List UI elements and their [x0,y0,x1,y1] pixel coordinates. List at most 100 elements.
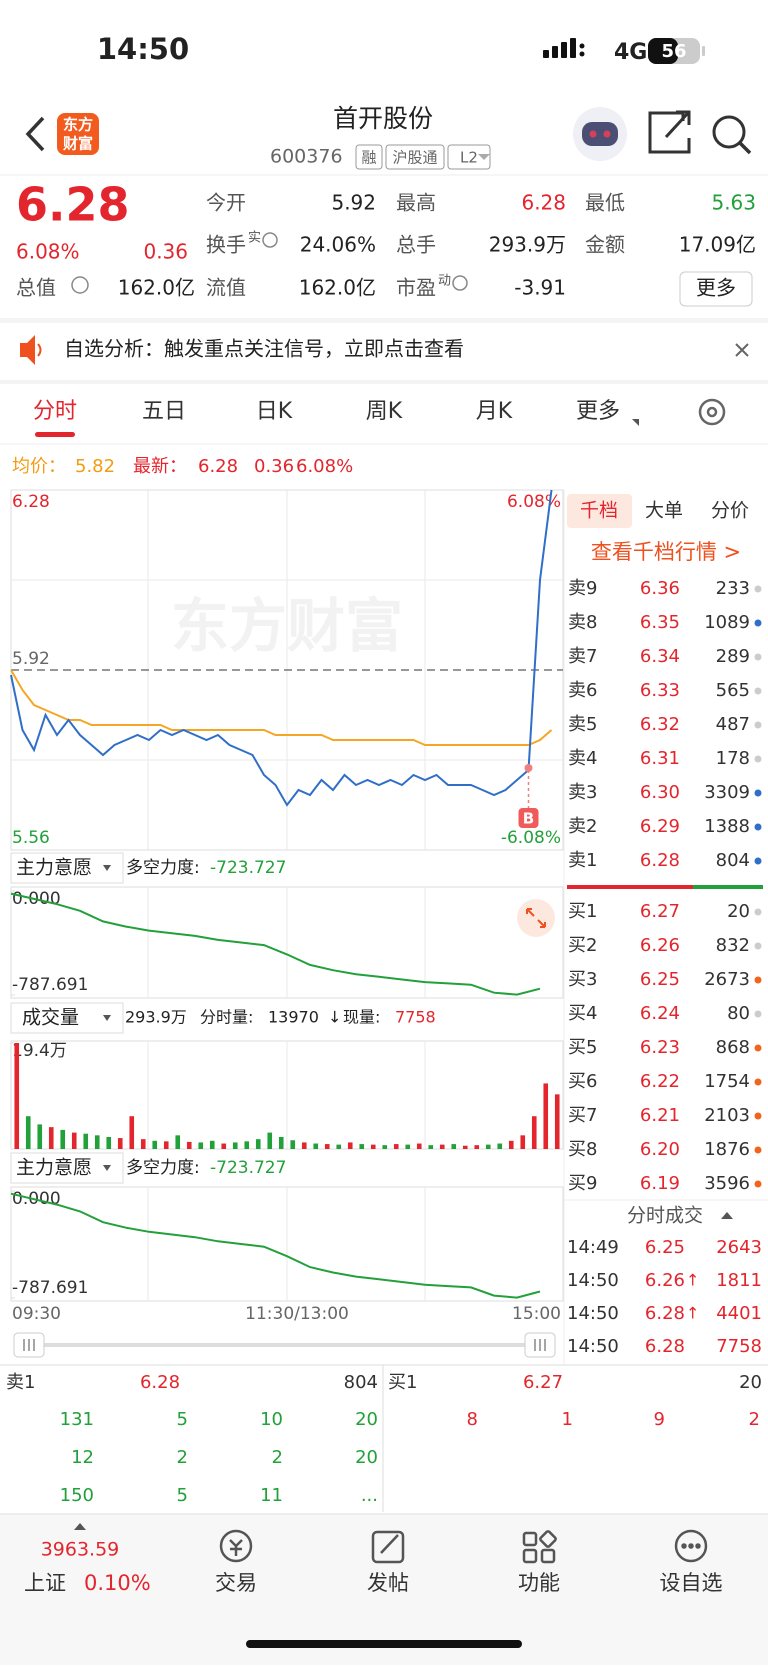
volume-bar [382,1145,388,1149]
metric-value: -723.727 [210,858,286,878]
marker-label: B [523,810,534,828]
selector[interactable] [10,1152,124,1184]
share-button[interactable] [648,110,691,154]
order-size: 10 [260,1409,283,1430]
indicator-line [10,1192,541,1299]
order-size: 20 [355,1447,378,1468]
field-value: 162.0亿 [299,276,376,300]
volume-bar [244,1141,250,1149]
level-volume: 1089 [704,612,750,633]
info-icon[interactable] [71,276,89,294]
volume-bar [94,1135,100,1149]
selector[interactable] [10,1002,124,1034]
book-tab[interactable]: 分价 [711,500,749,522]
volume-bar [129,1116,135,1149]
search-button[interactable] [712,115,752,155]
level-volume: 2103 [704,1105,750,1126]
book-tab-active[interactable] [567,494,632,528]
tab[interactable]: 更多 [576,399,620,424]
level-price: 6.19 [640,1173,680,1194]
more-button-text[interactable]: 更多 [696,276,736,300]
volume-bar [209,1140,215,1149]
level-name: 卖7 [568,646,597,667]
book-tab[interactable]: 千档 [580,500,618,522]
tab-indicator [35,432,75,437]
order-size: 1 [562,1409,573,1430]
volume-bar [497,1143,503,1149]
tab[interactable]: 分时 [33,399,77,424]
field-label: 金额 [585,233,625,257]
tab[interactable]: 五日 [142,399,186,424]
book-tab[interactable]: 大单 [645,500,683,522]
volume-bar [520,1135,526,1149]
info-icon[interactable] [452,275,468,291]
indicator-label[interactable]: 主力意愿 [16,1157,92,1179]
level-volume: 1876 [704,1139,750,1160]
avg-line [10,669,553,746]
level-dot [754,976,762,984]
volume-bar [485,1144,491,1149]
field-value: -3.91 [514,276,566,300]
expand-arrow[interactable] [74,1523,86,1530]
level-price: 6.27 [640,901,680,922]
book-link[interactable]: 查看千档行情 > [591,540,741,564]
pct-label: 6.08% [507,492,561,512]
volume-bar [554,1094,560,1149]
order-size: 9 [654,1409,665,1430]
price-line [10,489,553,807]
volume-bar [290,1140,296,1149]
level-price: 6.30 [640,782,680,803]
volume-fen: 13970 [268,1008,319,1027]
dropdown-arrow[interactable] [478,154,490,160]
order-size: ... [361,1485,378,1506]
depth-price: 6.27 [523,1372,563,1393]
volume-bar [462,1145,468,1149]
trade-price: 6.28 [645,1336,685,1357]
summary-avg: 5.82 [75,456,115,477]
level-price: 6.34 [640,646,680,667]
index-pct: 0.10% [84,1571,151,1595]
y-tick-label: -787.691 [12,975,88,995]
field-value: 5.63 [711,191,756,215]
volume-bar [543,1083,549,1149]
index-value: 3963.59 [41,1539,120,1561]
tag: 沪股通 [392,149,437,167]
selector[interactable] [10,852,124,884]
info-icon[interactable] [262,232,278,248]
volume-bar [428,1145,434,1149]
level-volume: 1388 [704,816,750,837]
x-tick-label: 09:30 [12,1304,61,1324]
level-price: 6.22 [640,1071,680,1092]
nav-item[interactable]: 交易 [215,1571,257,1595]
trade-price: 6.25 [645,1237,685,1258]
tag-box [447,144,491,170]
level-dot [754,942,762,950]
tab[interactable]: 周K [366,399,403,424]
level-name: 买9 [568,1173,597,1194]
more-button[interactable] [679,271,753,307]
trades-title: 分时成交 [627,1205,703,1227]
indicator-label[interactable]: 主力意愿 [16,857,92,879]
nav-item[interactable]: 发帖 [367,1571,409,1595]
order-size: 150 [60,1485,94,1506]
nav-item[interactable]: 功能 [518,1571,560,1595]
field-label: 今开 [206,191,246,215]
bid-bar [693,885,763,889]
back-button[interactable] [25,116,45,152]
avatar-eye [589,130,597,138]
settings-button[interactable] [698,398,726,426]
volume-bar [255,1139,261,1149]
indicator-label[interactable]: 成交量 [22,1007,79,1029]
banner-text[interactable]: 自选分析：触发重点关注信号，立即点击查看 [64,337,464,361]
tab[interactable]: 日K [256,399,293,424]
tab[interactable]: 月K [476,399,513,424]
close-button[interactable] [735,343,749,357]
metric-label: 多空力度: [126,858,200,878]
field-value: 6.28 [521,191,566,215]
volume-bar [71,1132,77,1149]
level-volume: 3309 [704,782,750,803]
field-value: 293.9万 [489,233,566,257]
level-dot [754,755,762,763]
expand-button[interactable] [517,899,555,937]
nav-item[interactable]: 设自选 [660,1571,723,1595]
